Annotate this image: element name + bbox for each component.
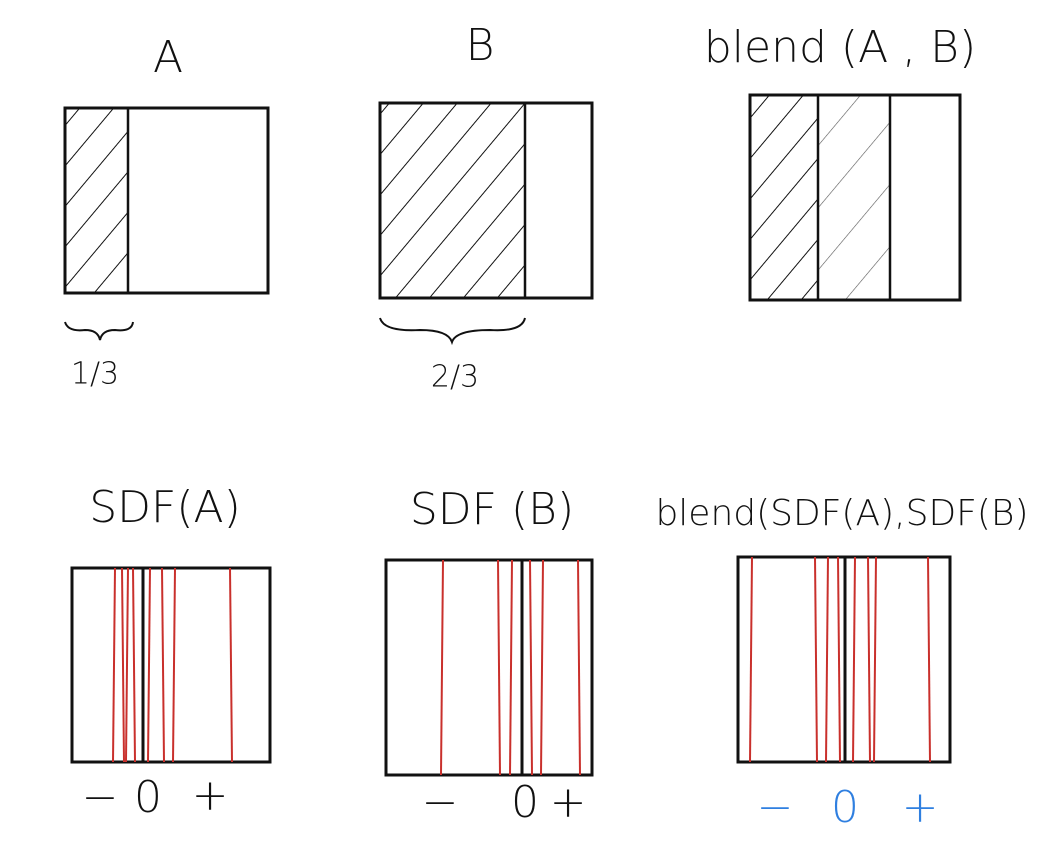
- iso-line: [147, 567, 151, 763]
- fraction-label: 1/3: [71, 357, 119, 392]
- iso-line: [529, 559, 533, 776]
- iso-line: [132, 567, 136, 763]
- iso-line: [852, 556, 856, 763]
- hatched-region: [750, 95, 818, 300]
- iso-line: [749, 556, 753, 763]
- panel-title: blend (A , B): [704, 22, 976, 73]
- axis-label: 0: [831, 782, 859, 833]
- panel-box: [70, 566, 272, 764]
- iso-line: [509, 559, 513, 776]
- hatched-region: [65, 108, 128, 293]
- panel-title: B: [466, 20, 495, 71]
- panel-title: SDF(A): [89, 482, 241, 533]
- iso-line: [121, 567, 125, 763]
- axis-label: −: [422, 777, 459, 828]
- panel-box: [748, 93, 962, 302]
- iso-line: [927, 556, 931, 763]
- iso-line: [112, 567, 116, 763]
- brace: [379, 317, 526, 346]
- iso-line: [873, 556, 877, 763]
- iso-line: [540, 559, 544, 776]
- iso-line: [867, 556, 871, 763]
- axis-label: +: [550, 777, 587, 828]
- axis-label: 0: [134, 772, 162, 823]
- iso-line: [814, 556, 818, 763]
- hatched-region: [818, 95, 890, 300]
- iso-line: [577, 559, 581, 776]
- panel-box: [378, 101, 594, 300]
- iso-line: [440, 559, 444, 776]
- fraction-label: 2/3: [431, 360, 479, 395]
- iso-line: [497, 559, 501, 776]
- iso-line: [229, 567, 233, 763]
- panel-title: blend(SDF(A),SDF(B): [655, 493, 1028, 534]
- iso-line: [161, 567, 165, 763]
- iso-line: [172, 567, 176, 763]
- iso-line: [825, 556, 829, 763]
- panel-title: A: [153, 32, 183, 83]
- axis-label: −: [82, 772, 119, 823]
- panel-box: [63, 106, 270, 295]
- hatched-region: [380, 103, 525, 298]
- iso-line: [837, 556, 841, 763]
- axis-label: 0: [511, 777, 539, 828]
- axis-label: +: [192, 770, 229, 821]
- axis-label: +: [902, 782, 939, 833]
- axis-label: −: [757, 782, 794, 833]
- brace: [64, 321, 134, 341]
- panel-box: [384, 558, 594, 777]
- panel-title: SDF (B): [410, 484, 574, 535]
- iso-line: [125, 567, 129, 763]
